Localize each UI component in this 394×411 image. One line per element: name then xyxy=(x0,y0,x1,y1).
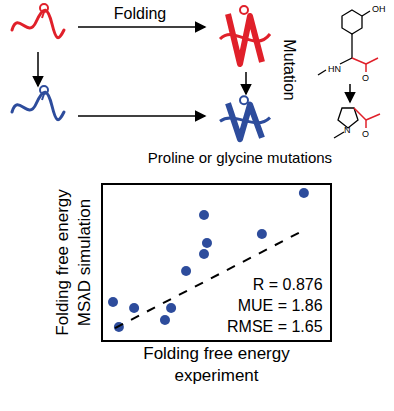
svg-text:O: O xyxy=(362,73,369,83)
svg-text:Proline or glycine mutations: Proline or glycine mutations xyxy=(148,149,332,166)
svg-text:Folding free energyexperiment: Folding free energyexperiment xyxy=(143,344,290,385)
svg-text:R = 0.876MUE = 1.86RMSE = 1.65: R = 0.876MUE = 1.86RMSE = 1.65 xyxy=(227,276,323,335)
svg-text:HN: HN xyxy=(328,64,341,74)
svg-text:O: O xyxy=(362,129,369,139)
svg-text:Folding free energyMSλD simula: Folding free energyMSλD simulation xyxy=(53,189,94,336)
svg-text:Mutation: Mutation xyxy=(281,39,298,100)
svg-text:Folding: Folding xyxy=(114,5,166,22)
svg-text:OH: OH xyxy=(372,4,386,14)
svg-text:N: N xyxy=(344,125,351,135)
